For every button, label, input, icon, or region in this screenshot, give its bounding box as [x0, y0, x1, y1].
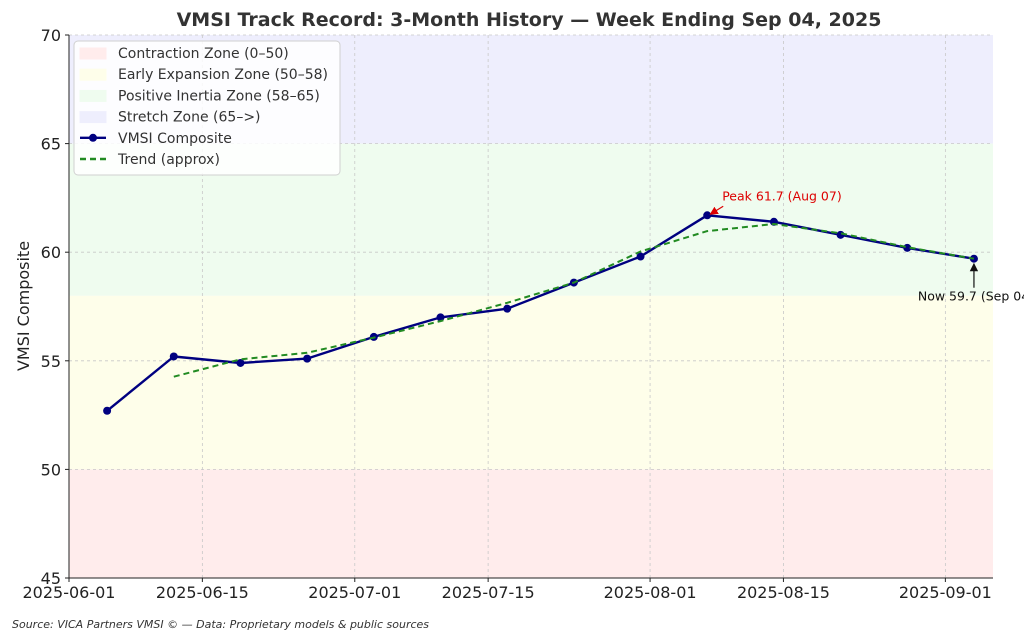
zone-band-1	[69, 295, 993, 470]
y-tick-label-1: 50	[41, 460, 61, 479]
legend-swatch-zone-3	[79, 111, 107, 124]
x-tick-label-1: 2025-06-15	[156, 583, 249, 602]
series-line-1	[173, 223, 975, 378]
zone-band-0	[69, 469, 993, 578]
series-point-0-0	[103, 406, 112, 415]
legend: Contraction Zone (0–50) Early Expansion Z…	[73, 40, 341, 176]
legend-box	[73, 40, 341, 176]
series-point-0-2	[236, 358, 245, 367]
legend-label-series-0: VMSI Composite	[118, 131, 232, 147]
x-tick-label-5: 2025-08-15	[737, 583, 830, 602]
annotation-label-0: Peak 61.7 (Aug 07)	[722, 188, 842, 203]
y-tick-label-5: 70	[41, 26, 61, 45]
annotations-layer: Peak 61.7 (Aug 07) Now 59.7 (Sep 04)	[709, 188, 1024, 304]
y-tick-label-4: 65	[41, 135, 61, 154]
series-point-0-9	[703, 211, 712, 220]
series-point-0-8	[636, 252, 645, 261]
x-tick-label-0: 2025-06-01	[23, 583, 116, 602]
legend-label-zone-2: Positive Inertia Zone (58–65)	[118, 88, 320, 104]
series-line-0	[106, 214, 975, 412]
x-tick-label-4: 2025-08-01	[604, 583, 697, 602]
chart-title: VMSI Track Record: 3-Month History — Wee…	[177, 9, 882, 31]
source-footnote: Source: VICA Partners VMSI © — Data: Pro…	[12, 618, 430, 631]
annotation-label-1: Now 59.7 (Sep 04)	[918, 289, 1024, 304]
y-tick-label-3: 60	[41, 243, 61, 262]
legend-marker-series-0	[89, 133, 97, 142]
y-axis-label: VMSI Composite	[14, 241, 33, 371]
axes-layer: 45 50 55 60 65 70 2025-06-01 2025-06-15 2025-07-…	[23, 26, 993, 602]
x-tick-label-2: 2025-07-01	[308, 583, 401, 602]
legend-swatch-zone-1	[79, 68, 107, 81]
x-tick-label-6: 2025-09-01	[899, 583, 992, 602]
legend-label-series-1: Trend (approx)	[117, 152, 220, 168]
series-point-0-13	[969, 254, 978, 263]
series-point-0-1	[169, 352, 178, 361]
legend-swatch-zone-0	[79, 47, 107, 60]
annotation-arrow-0	[709, 205, 724, 215]
legend-swatch-zone-2	[79, 89, 107, 102]
x-tick-label-3: 2025-07-15	[442, 583, 535, 602]
legend-label-zone-0: Contraction Zone (0–50)	[118, 46, 289, 62]
series-point-0-6	[503, 304, 512, 313]
y-tick-label-0: 45	[41, 569, 61, 588]
series-point-0-3	[303, 354, 312, 363]
legend-label-zone-3: Stretch Zone (65–>)	[118, 110, 261, 126]
series-point-0-5	[436, 313, 445, 322]
y-tick-label-2: 55	[41, 352, 61, 371]
legend-label-zone-1: Early Expansion Zone (50–58)	[118, 67, 328, 83]
series-layer	[103, 211, 978, 415]
